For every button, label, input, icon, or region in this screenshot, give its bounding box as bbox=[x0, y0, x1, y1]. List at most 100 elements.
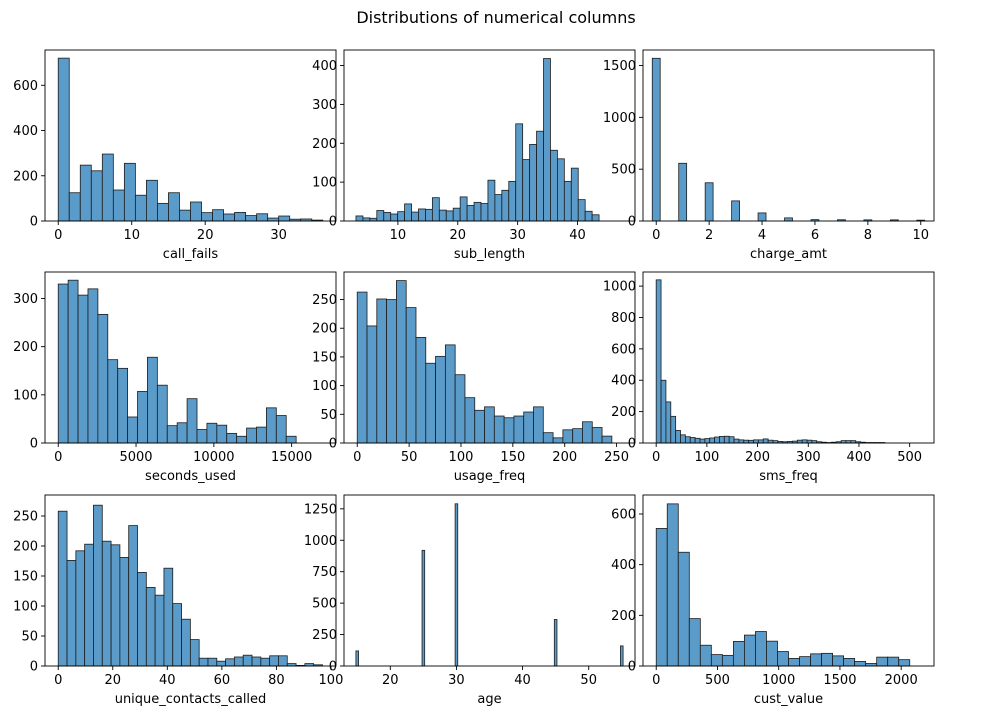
x-axis-label: cust_value bbox=[754, 692, 823, 707]
histogram-bar bbox=[198, 657, 209, 667]
histogram-bar bbox=[744, 634, 756, 667]
histogram-bar bbox=[223, 213, 235, 222]
histogram-bar bbox=[651, 57, 661, 222]
histogram-bar bbox=[887, 656, 900, 667]
histogram-bar bbox=[176, 422, 188, 444]
histogram-bar bbox=[677, 551, 690, 667]
y-tick-label: 0 bbox=[628, 215, 636, 230]
histogram-bar bbox=[57, 283, 69, 444]
histogram-bar bbox=[405, 307, 417, 444]
histogram-bar bbox=[582, 421, 593, 444]
y-tick-label: 600 bbox=[611, 508, 636, 523]
histogram-bar bbox=[714, 436, 720, 444]
figure-title: Distributions of numerical columns bbox=[356, 8, 635, 27]
histogram-bar bbox=[269, 655, 279, 667]
y-tick-label: 1000 bbox=[304, 534, 337, 549]
histogram-bar bbox=[418, 208, 426, 222]
histogram-bar bbox=[146, 179, 158, 222]
x-axis-label: usage_freq bbox=[454, 469, 526, 484]
histogram-bar bbox=[501, 189, 510, 222]
y-tick-label: 0 bbox=[30, 660, 38, 675]
histogram-bar bbox=[704, 182, 714, 222]
histogram-bar bbox=[843, 658, 856, 667]
histogram-bar bbox=[226, 432, 238, 444]
y-tick-label: 500 bbox=[312, 597, 337, 612]
x-axis-label: charge_amt bbox=[750, 247, 827, 262]
x-tick-label: 50 bbox=[580, 673, 597, 688]
histogram-bar bbox=[543, 58, 551, 222]
x-tick-label: 0 bbox=[54, 673, 62, 688]
histogram-bar bbox=[660, 379, 667, 444]
histogram-bar bbox=[84, 543, 94, 667]
x-tick-label: 30 bbox=[509, 228, 526, 243]
histogram-bar bbox=[234, 656, 244, 667]
x-tick-label: 8 bbox=[864, 228, 872, 243]
axes-frame bbox=[343, 49, 636, 222]
histogram-bar bbox=[601, 435, 613, 444]
histogram-bar bbox=[762, 438, 769, 444]
histogram-bar bbox=[591, 427, 603, 444]
histogram-bar bbox=[732, 641, 745, 667]
axes-frame bbox=[642, 49, 935, 222]
axes-frame bbox=[44, 49, 337, 222]
histogram-bar bbox=[376, 210, 385, 222]
y-tick-label: 200 bbox=[13, 169, 38, 184]
histogram-bar bbox=[163, 567, 174, 667]
histogram-bar bbox=[755, 631, 767, 667]
y-tick-label: 250 bbox=[312, 293, 337, 308]
histogram-bar bbox=[728, 436, 735, 444]
y-tick-label: 100 bbox=[13, 388, 38, 403]
x-axis-label: sub_length bbox=[454, 247, 525, 262]
histogram-bar bbox=[179, 209, 191, 222]
histogram-charge-amt: 0 2 4 6 8 10 0 500 1000 1500 charge_amt bbox=[603, 49, 935, 262]
histogram-bar bbox=[854, 661, 867, 667]
histogram-bar bbox=[147, 356, 158, 444]
histogram-bar bbox=[529, 144, 537, 222]
histogram-bar bbox=[799, 656, 811, 667]
y-tick-label: 800 bbox=[611, 311, 636, 326]
y-tick-label: 200 bbox=[611, 609, 636, 624]
y-tick-label: 200 bbox=[13, 540, 38, 555]
histogram-bar bbox=[90, 170, 103, 222]
histogram-bar bbox=[723, 435, 730, 444]
histogram-bar bbox=[355, 650, 359, 667]
histogram-bar bbox=[128, 525, 138, 667]
histogram-bar bbox=[438, 209, 447, 222]
histogram-bar bbox=[93, 504, 103, 667]
histogram-bar bbox=[145, 587, 156, 667]
x-tick-label: 10000 bbox=[193, 450, 234, 465]
histogram-bar bbox=[421, 549, 426, 667]
x-tick-label: 20 bbox=[382, 673, 399, 688]
y-tick-label: 1000 bbox=[603, 280, 636, 295]
histogram-bar bbox=[196, 429, 208, 444]
x-axis-label: sms_freq bbox=[759, 469, 818, 484]
x-tick-label: 150 bbox=[500, 450, 525, 465]
histogram-bar bbox=[508, 180, 517, 222]
histogram-bar bbox=[154, 594, 165, 667]
y-tick-label: 150 bbox=[312, 350, 337, 365]
x-tick-label: 0 bbox=[54, 450, 62, 465]
histogram-bar bbox=[396, 280, 407, 444]
y-tick-label: 300 bbox=[13, 292, 38, 307]
histogram-bar bbox=[97, 313, 109, 444]
histogram-bar bbox=[680, 434, 686, 444]
histogram-bar bbox=[591, 214, 600, 222]
x-tick-label: 10 bbox=[390, 228, 407, 243]
histogram-bar bbox=[694, 437, 701, 444]
x-tick-label: 20 bbox=[197, 228, 214, 243]
histogram-bar bbox=[234, 212, 247, 222]
y-tick-label: 250 bbox=[13, 510, 38, 525]
x-tick-label: 0 bbox=[54, 228, 62, 243]
x-tick-label: 40 bbox=[159, 673, 176, 688]
y-tick-label: 1000 bbox=[603, 111, 636, 126]
histogram-bar bbox=[242, 654, 253, 667]
histogram-bar bbox=[577, 199, 586, 222]
histogram-bar bbox=[810, 653, 822, 667]
x-tick-label: 200 bbox=[745, 450, 770, 465]
histogram-bar bbox=[452, 207, 461, 222]
histogram-bar bbox=[738, 439, 745, 444]
x-tick-label: 10 bbox=[912, 228, 929, 243]
histogram-bar bbox=[678, 162, 688, 222]
